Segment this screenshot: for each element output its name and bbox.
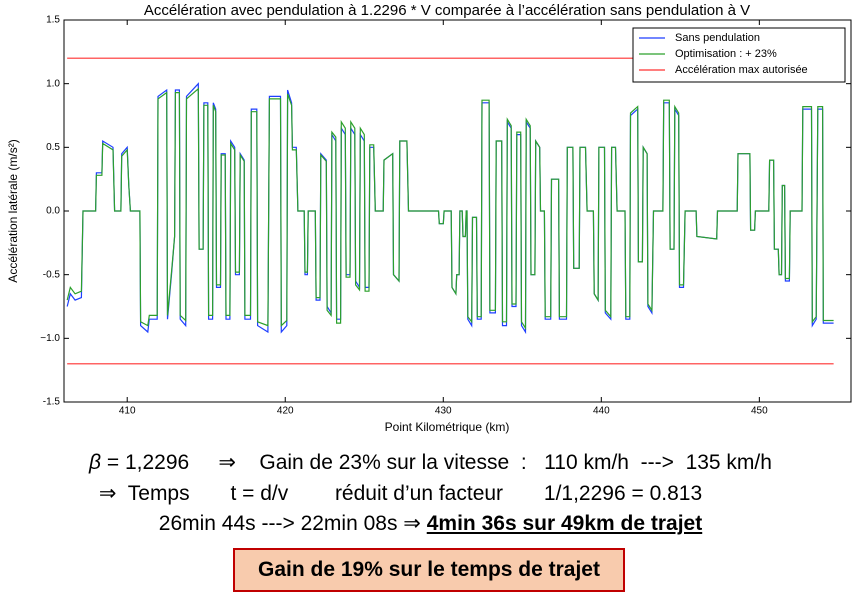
text-line: β = 1,2296 ⇒ Gain de 23% sur la vitesse … <box>0 450 861 475</box>
x-tick-label: 450 <box>751 406 768 417</box>
legend-label: Sans pendulation <box>675 32 760 44</box>
text: 26min 44s ---> 22min 08s ⇒ <box>158 512 427 535</box>
highlight: 4min 36s sur 49km de trajet <box>426 512 703 535</box>
chart-title: Accélération avec pendulation à 1.2296 *… <box>144 2 750 19</box>
x-tick-label: 410 <box>119 406 136 417</box>
text: ⇒ <box>218 451 237 474</box>
y-tick-label: -0.5 <box>43 269 61 280</box>
text: 1/1,2296 = 0.813 <box>543 482 703 505</box>
symbol: β <box>89 451 102 474</box>
y-axis-label: Accélération latérale (m/s²) <box>6 139 20 282</box>
x-tick-label: 430 <box>435 406 452 417</box>
y-tick-label: 0.5 <box>46 142 60 153</box>
text: = 1,2296 <box>106 451 190 474</box>
text: Gain de 23% sur la vitesse : 110 km/h --… <box>259 451 772 474</box>
x-axis-label: Point Kilométrique (km) <box>385 420 510 434</box>
y-tick-label: 0.0 <box>46 206 60 217</box>
x-tick-label: 420 <box>277 406 294 417</box>
chart: Accélération avec pendulation à 1.2296 *… <box>6 2 852 434</box>
y-tick-label: 1.5 <box>46 15 60 26</box>
text-line: ⇒ Temps t = d/v réduit d’un facteur 1/1,… <box>0 481 831 506</box>
x-tick-label: 440 <box>593 406 610 417</box>
y-tick-label: -1.5 <box>43 397 61 408</box>
legend-label: Accélération max autorisée <box>675 64 808 76</box>
result-box: Gain de 19% sur le temps de trajet <box>233 548 625 592</box>
y-tick-label: 1.0 <box>46 78 60 89</box>
text: t = d/v <box>230 482 289 505</box>
text-line: 26min 44s ---> 22min 08s ⇒ 4min 36s sur … <box>0 511 861 536</box>
y-tick-label: −1.0 <box>40 333 60 344</box>
series-line <box>66 87 834 331</box>
legend-box <box>632 27 846 83</box>
legend-label: Optimisation : + 23% <box>675 48 777 60</box>
text: réduit d’un facteur <box>334 482 504 505</box>
text: ⇒ Temps <box>98 482 190 505</box>
